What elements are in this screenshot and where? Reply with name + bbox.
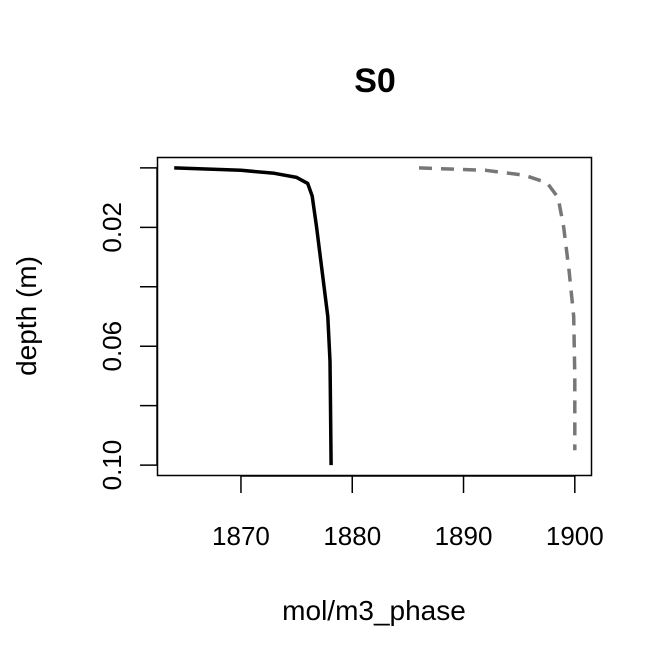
series-layer [174, 166, 577, 466]
series-line-dashed [418, 166, 577, 451]
plot-frame [156, 156, 593, 477]
chart-title: S0 [354, 62, 396, 100]
x-tick-label: 1870 [212, 521, 270, 551]
x-axis: 1870 1880 1890 1900 [212, 475, 604, 551]
y-tick-label: 0.02 [97, 202, 127, 253]
x-tick-label: 1890 [435, 521, 493, 551]
y-axis-label: depth (m) [11, 256, 42, 376]
y-axis: 0.02 0.06 0.10 [97, 167, 158, 491]
y-tick-label: 0.06 [97, 321, 127, 372]
x-tick-label: 1900 [546, 521, 604, 551]
series-line-solid [174, 166, 333, 466]
y-tick-label: 0.10 [97, 440, 127, 491]
x-axis-label: mol/m3_phase [282, 595, 466, 626]
x-tick-label: 1880 [323, 521, 381, 551]
